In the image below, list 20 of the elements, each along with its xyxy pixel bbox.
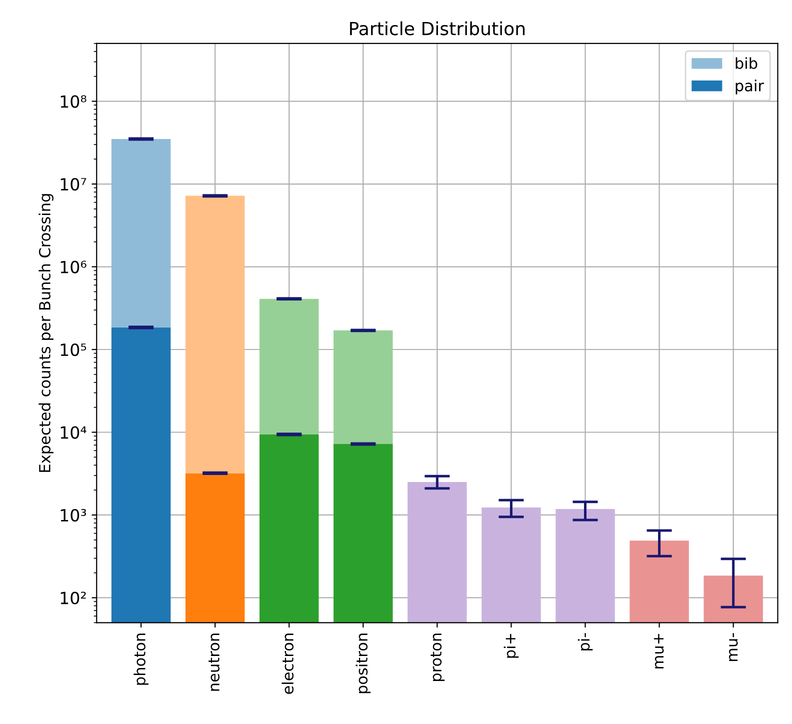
x-tick-label: pi+ [504,634,519,658]
y-tick-label: 10⁵ [60,343,86,356]
chart-title: Particle Distribution [350,21,525,36]
x-tick-label: neutron [208,634,220,691]
y-tick-label: 10⁸ [60,95,86,108]
legend-label: bib [736,57,758,70]
y-axis-title: Expected counts per Bunch Crossing [38,194,54,472]
x-tick-label: proton [430,634,445,681]
x-tick-label: mu+ [654,634,664,668]
x-tick-label: pi- [578,633,593,650]
y-tick-label: 10² [60,592,86,604]
y-tick-label: 10³ [60,508,86,522]
y-tick-label: 10⁷ [60,178,86,191]
y-tick-label: 10⁴ [60,426,86,439]
x-tick-label: positron [356,634,371,694]
x-tick-label: mu- [728,633,738,662]
legend-label: pair [736,80,764,94]
x-tick-label: photon [134,634,148,685]
y-tick-label: 10⁶ [60,260,86,274]
x-tick-label: electron [282,634,294,694]
